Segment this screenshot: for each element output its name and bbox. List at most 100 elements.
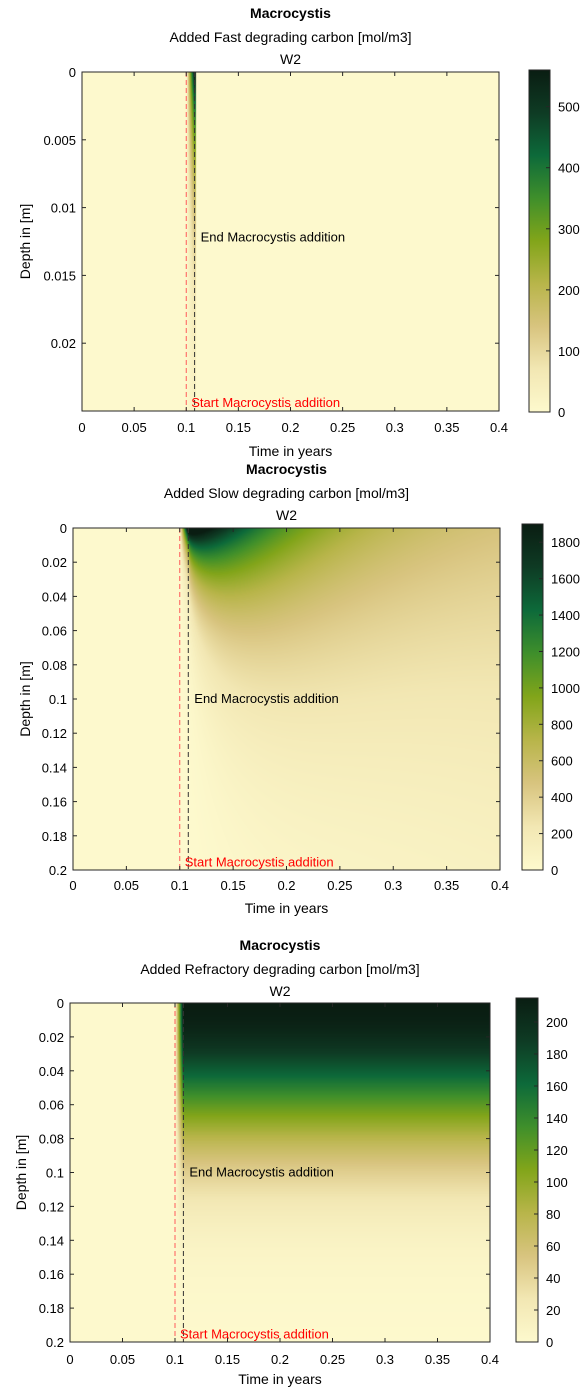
x-tick-label: 0.15 bbox=[220, 878, 245, 893]
colorbar-tick-label: 0 bbox=[558, 405, 565, 420]
y-tick-label: 0 bbox=[57, 996, 64, 1011]
colorbar-tick-label: 20 bbox=[546, 1303, 560, 1318]
colorbar-tick-label: 60 bbox=[546, 1239, 560, 1254]
chart-title: Macrocystis bbox=[240, 937, 321, 953]
y-tick-label: 0 bbox=[60, 521, 67, 536]
y-tick-label: 0.1 bbox=[46, 1166, 64, 1181]
x-tick-label: 0.3 bbox=[376, 1352, 394, 1367]
colorbar-tick-label: 100 bbox=[558, 344, 580, 359]
x-tick-label: 0.2 bbox=[271, 1352, 289, 1367]
colorbar bbox=[515, 997, 539, 1343]
y-tick-label: 0.2 bbox=[49, 863, 67, 878]
y-tick-label: 0 bbox=[69, 65, 76, 80]
chart-subtitle: Added Refractory degrading carbon [mol/m… bbox=[140, 961, 419, 977]
y-tick-label: 0.18 bbox=[42, 829, 67, 844]
end-addition-label: End Macrocystis addition bbox=[201, 229, 346, 244]
y-tick-label: 0.08 bbox=[42, 658, 67, 673]
x-tick-label: 0.05 bbox=[110, 1352, 135, 1367]
y-tick-label: 0.02 bbox=[51, 336, 76, 351]
y-tick-label: 0.2 bbox=[46, 1335, 64, 1350]
x-axis-label: Time in years bbox=[245, 900, 329, 916]
colorbar-tick-label: 600 bbox=[551, 754, 573, 769]
x-axis-label: Time in years bbox=[249, 443, 333, 459]
chart-subtitle-2: W2 bbox=[280, 51, 301, 67]
chart-subtitle-2: W2 bbox=[270, 983, 291, 999]
colorbar-tick-label: 180 bbox=[546, 1047, 568, 1062]
y-tick-label: 0.005 bbox=[43, 133, 76, 148]
y-tick-label: 0.14 bbox=[42, 760, 67, 775]
start-addition-label: Start Macrocystis addition bbox=[180, 1327, 329, 1342]
colorbar-tick-label: 200 bbox=[551, 827, 573, 842]
y-tick-label: 0.06 bbox=[39, 1098, 64, 1113]
x-tick-label: 0.25 bbox=[320, 1352, 345, 1367]
start-addition-label: Start Macrocystis addition bbox=[185, 855, 334, 870]
x-tick-label: 0.15 bbox=[215, 1352, 240, 1367]
x-tick-label: 0.35 bbox=[434, 878, 459, 893]
x-tick-label: 0.35 bbox=[425, 1352, 450, 1367]
x-tick-label: 0.3 bbox=[384, 878, 402, 893]
y-tick-label: 0.02 bbox=[42, 555, 67, 570]
end-addition-label: End Macrocystis addition bbox=[189, 1165, 334, 1180]
chart-panel-3: Macrocystis Added Refractory degrading ca… bbox=[13, 937, 568, 1387]
colorbar-tick-label: 1000 bbox=[551, 681, 580, 696]
y-tick-label: 0.02 bbox=[39, 1030, 64, 1045]
x-tick-label: 0 bbox=[78, 420, 85, 435]
colorbar-tick-label: 80 bbox=[546, 1207, 560, 1222]
x-tick-label: 0.1 bbox=[166, 1352, 184, 1367]
y-axis-label: Depth in [m] bbox=[17, 204, 33, 279]
x-tick-label: 0 bbox=[69, 878, 76, 893]
y-tick-label: 0.18 bbox=[39, 1301, 64, 1316]
x-tick-label: 0.15 bbox=[226, 420, 251, 435]
y-tick-label: 0.01 bbox=[51, 201, 76, 216]
heatmap-field bbox=[73, 528, 500, 870]
x-tick-label: 0.3 bbox=[386, 420, 404, 435]
y-tick-label: 0.16 bbox=[42, 795, 67, 810]
x-tick-label: 0.2 bbox=[281, 420, 299, 435]
x-tick-label: 0.1 bbox=[171, 878, 189, 893]
colorbar-tick-label: 0 bbox=[546, 1335, 553, 1350]
colorbar-tick-label: 0 bbox=[551, 863, 558, 878]
end-addition-label: End Macrocystis addition bbox=[194, 691, 339, 706]
colorbar-tick-label: 500 bbox=[558, 100, 580, 115]
colorbar-tick-label: 200 bbox=[546, 1015, 568, 1030]
y-tick-label: 0.12 bbox=[39, 1199, 64, 1214]
y-tick-label: 0.16 bbox=[39, 1267, 64, 1282]
colorbar bbox=[528, 69, 551, 413]
x-tick-label: 0.05 bbox=[121, 420, 146, 435]
x-tick-label: 0.25 bbox=[330, 420, 355, 435]
y-tick-label: 0.04 bbox=[39, 1064, 64, 1079]
x-tick-label: 0.2 bbox=[277, 878, 295, 893]
colorbar-tick-label: 1600 bbox=[551, 572, 580, 587]
x-tick-label: 0.1 bbox=[177, 420, 195, 435]
chart-title: Macrocystis bbox=[250, 5, 331, 21]
colorbar-tick-label: 400 bbox=[558, 161, 580, 176]
colorbar-tick-label: 1400 bbox=[551, 608, 580, 623]
y-axis-label: Depth in [m] bbox=[13, 1135, 29, 1210]
x-tick-label: 0.4 bbox=[491, 878, 509, 893]
colorbar-tick-label: 1800 bbox=[551, 535, 580, 550]
x-tick-label: 0.25 bbox=[327, 878, 352, 893]
colorbar-tick-label: 100 bbox=[546, 1175, 568, 1190]
colorbar-tick-label: 800 bbox=[551, 717, 573, 732]
y-tick-label: 0.08 bbox=[39, 1132, 64, 1147]
colorbar-tick-label: 200 bbox=[558, 283, 580, 298]
heatmap-field bbox=[70, 1003, 490, 1342]
y-tick-label: 0.1 bbox=[49, 692, 67, 707]
colorbar-tick-label: 400 bbox=[551, 790, 573, 805]
x-tick-label: 0.35 bbox=[434, 420, 459, 435]
x-tick-label: 0.4 bbox=[481, 1352, 499, 1367]
y-tick-label: 0.12 bbox=[42, 726, 67, 741]
chart-title: Macrocystis bbox=[246, 461, 327, 477]
colorbar-tick-label: 160 bbox=[546, 1079, 568, 1094]
x-tick-label: 0 bbox=[66, 1352, 73, 1367]
colorbar bbox=[521, 523, 544, 871]
heatmap-field bbox=[82, 72, 499, 411]
y-tick-label: 0.015 bbox=[43, 268, 76, 283]
y-tick-label: 0.04 bbox=[42, 589, 67, 604]
y-tick-label: 0.14 bbox=[39, 1233, 64, 1248]
colorbar-tick-label: 120 bbox=[546, 1143, 568, 1158]
chart-panel-2: Macrocystis Added Slow degrading carbon [… bbox=[17, 461, 580, 916]
y-axis-label: Depth in [m] bbox=[17, 661, 33, 736]
chart-subtitle-2: W2 bbox=[276, 507, 297, 523]
